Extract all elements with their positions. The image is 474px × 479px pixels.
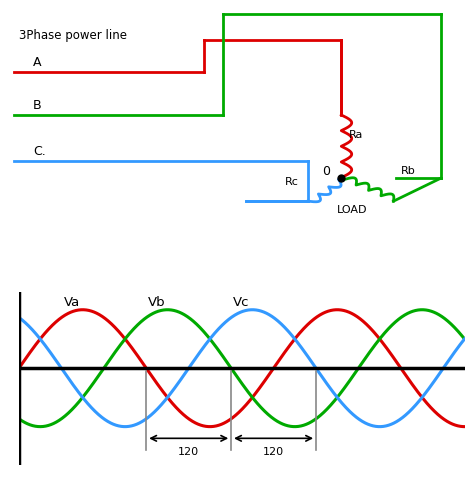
Text: B: B: [33, 99, 42, 112]
Text: Vb: Vb: [148, 296, 166, 309]
Text: Rb: Rb: [401, 166, 415, 176]
Text: Rc: Rc: [284, 177, 298, 187]
Text: 0: 0: [322, 165, 330, 178]
Text: 120: 120: [263, 447, 284, 457]
Text: 120: 120: [178, 447, 199, 457]
Text: Va: Va: [64, 296, 80, 309]
Text: Ra: Ra: [348, 130, 363, 140]
Text: Vc: Vc: [233, 296, 250, 309]
Text: C.: C.: [33, 145, 46, 158]
Text: A: A: [33, 56, 42, 69]
Text: 3Phase power line: 3Phase power line: [19, 29, 127, 42]
Text: LOAD: LOAD: [337, 205, 367, 215]
